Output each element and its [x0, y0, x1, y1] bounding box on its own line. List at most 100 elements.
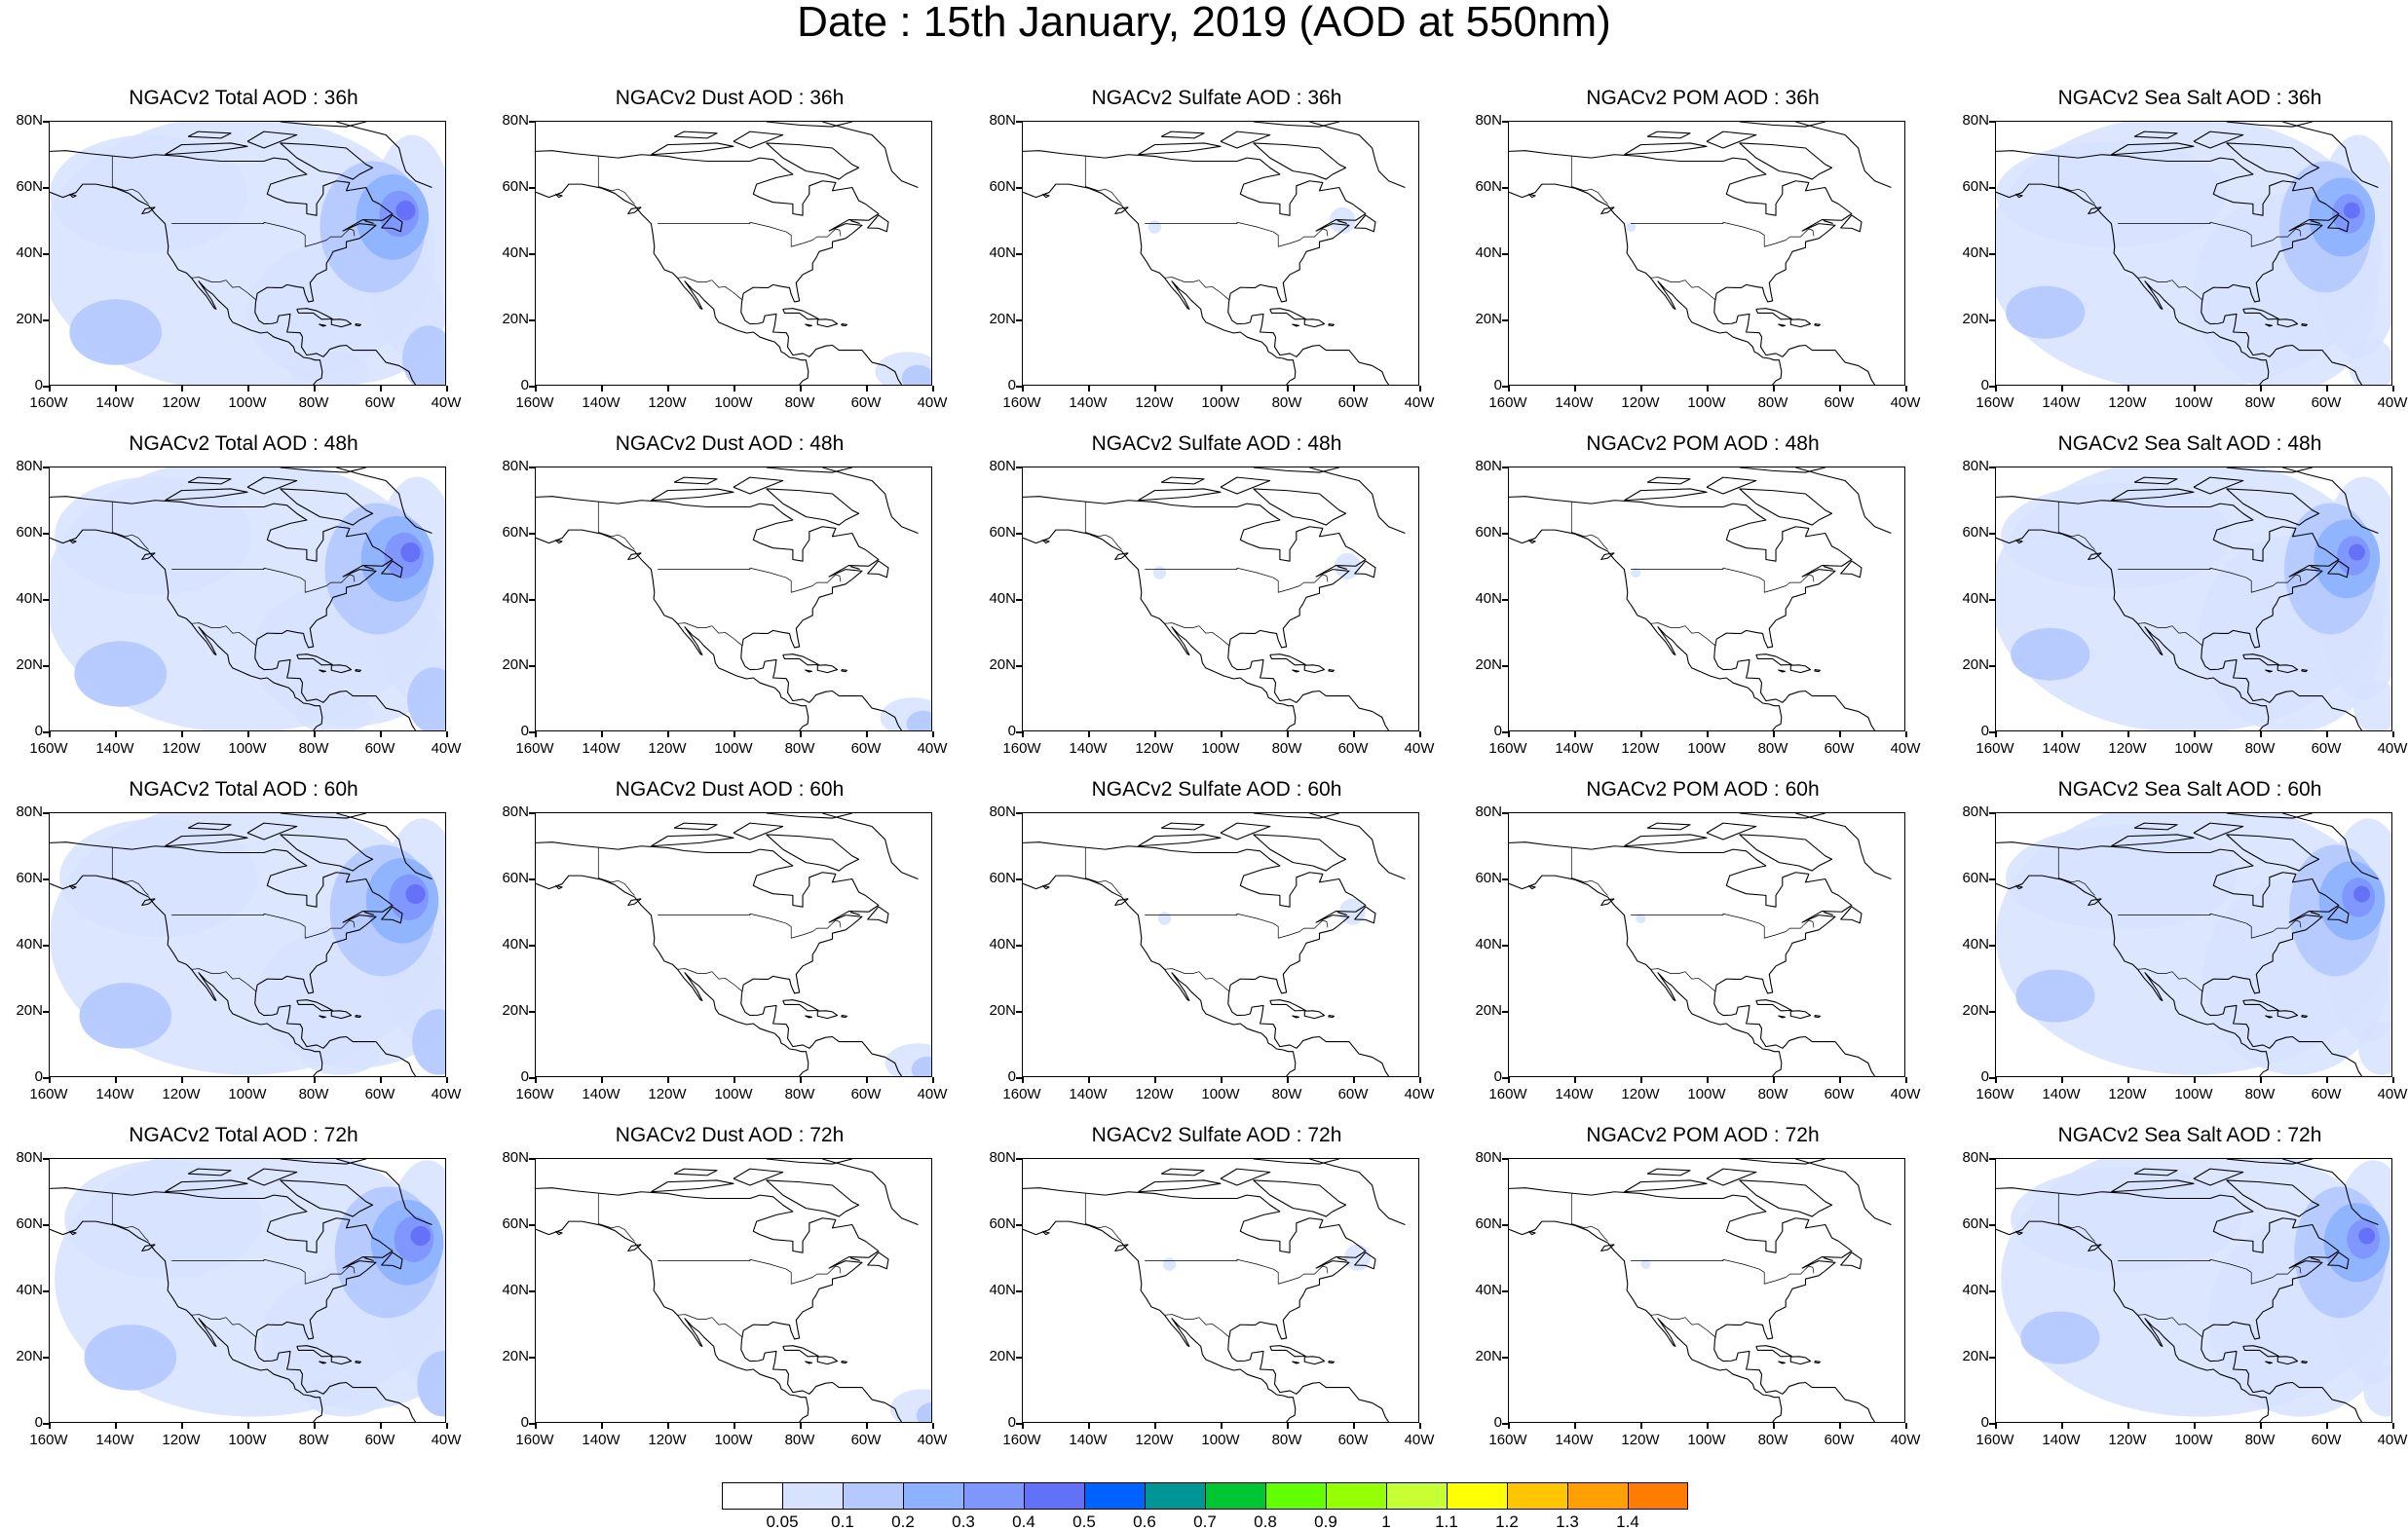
colorbar-label: 0.7: [1193, 1512, 1217, 1531]
lon-tick-mark: [1508, 1077, 1510, 1083]
coastline: [766, 1179, 860, 1217]
map-panel-pom-72h: NGACv2 POM AOD : 72h 80N 60N 40N 20N 0 160W 140…: [1459, 1121, 1946, 1466]
coastline: [2014, 884, 2023, 890]
lon-tick-label: 120W: [1621, 740, 1660, 757]
lon-tick-label: 100W: [1201, 394, 1240, 411]
coastline: [1114, 1244, 1129, 1252]
lon-tick-mark: [1154, 1077, 1156, 1083]
lat-tick-mark: [1502, 386, 1508, 388]
coastline: [841, 1361, 847, 1364]
lat-tick-label: 20N: [16, 656, 43, 673]
coastline: [782, 999, 819, 1012]
lon-tick-mark: [1773, 731, 1775, 737]
lat-tick-label: 40N: [16, 936, 43, 952]
map-plot-area: [49, 121, 446, 386]
coastline: [2088, 206, 2102, 215]
country-border: [1145, 913, 1329, 939]
coastline: [319, 669, 327, 673]
coastline: [2265, 1015, 2274, 1019]
lon-tick-label: 60W: [1337, 1432, 1369, 1448]
lat-tick-label: 80N: [1475, 1149, 1502, 1166]
lon-tick-mark: [1905, 1423, 1907, 1429]
coastline: [1269, 653, 1306, 666]
lon-tick-label: 60W: [1337, 740, 1369, 757]
lat-tick-mark: [529, 533, 535, 535]
lon-tick-mark: [1022, 386, 1024, 392]
lat-tick-label: 20N: [1962, 311, 1989, 327]
coastline: [2276, 1356, 2299, 1365]
lon-tick-mark: [1154, 386, 1156, 392]
aod-field-patch: [1152, 566, 1167, 579]
coastline: [651, 834, 734, 847]
colorbar-swatch: [963, 1482, 1024, 1510]
coastline: [381, 560, 403, 579]
coastline: [1023, 529, 1297, 730]
lat-tick-label: 60N: [502, 524, 529, 541]
lon-tick-mark: [1707, 1077, 1709, 1083]
map-panel-pom-60h: NGACv2 POM AOD : 60h 80N 60N 40N 20N 0 160W 140…: [1459, 775, 1946, 1120]
coastline: [355, 669, 361, 673]
lon-tick-mark: [314, 731, 316, 737]
coastline: [766, 834, 860, 872]
lat-tick-label: 60N: [989, 178, 1016, 195]
lon-tick-label: 80W: [784, 1086, 815, 1102]
lon-tick-label: 140W: [1555, 1432, 1594, 1448]
coastline: [536, 875, 809, 1076]
aod-field-patch: [2011, 1167, 2242, 1273]
lon-tick-label: 80W: [784, 740, 815, 757]
coastline: [1600, 1244, 1615, 1252]
lat-tick-mark: [1016, 599, 1022, 601]
lon-tick-mark: [535, 386, 537, 392]
lon-tick-label: 160W: [515, 1432, 554, 1448]
country-border: [2137, 968, 2202, 991]
colorbar-swatch: [1326, 1482, 1386, 1510]
lat-tick-mark: [1016, 253, 1022, 255]
lat-tick-mark: [1016, 467, 1022, 468]
lon-tick-mark: [535, 1423, 537, 1429]
lon-tick-mark: [1154, 1423, 1156, 1429]
lon-tick-label: 140W: [95, 740, 134, 757]
coastline: [1739, 142, 1833, 180]
lon-tick-label: 140W: [2042, 1432, 2081, 1448]
aod-field-patch: [1636, 913, 1646, 924]
lon-tick-label: 160W: [515, 394, 554, 411]
lon-tick-label: 40W: [2377, 1432, 2408, 1448]
lat-tick-label: 60N: [16, 178, 43, 195]
lon-tick-label: 80W: [298, 740, 329, 757]
lon-tick-mark: [2260, 1077, 2262, 1083]
map-canvas: [1023, 467, 1406, 730]
lat-tick-label: 20N: [1962, 1002, 1989, 1019]
lat-tick-label: 0: [520, 377, 529, 393]
lon-tick-label: 120W: [162, 740, 201, 757]
lon-tick-label: 160W: [1002, 740, 1041, 757]
lat-tick-mark: [1989, 467, 1995, 468]
coastline: [2282, 1159, 2379, 1226]
lat-tick-label: 20N: [502, 1348, 529, 1364]
coastline: [733, 131, 784, 149]
coastline: [841, 1015, 847, 1019]
coastline: [50, 875, 323, 1076]
lon-tick-label: 120W: [2108, 1086, 2147, 1102]
lon-tick-label: 60W: [364, 1086, 395, 1102]
lat-tick-label: 60N: [1962, 870, 1989, 886]
coastline: [1336, 912, 1347, 915]
aod-field-patch: [300, 1035, 380, 1075]
coastline: [2327, 906, 2350, 924]
coastline: [296, 653, 333, 666]
coastline: [68, 884, 77, 890]
country-border: [2118, 567, 2302, 593]
coastline: [782, 653, 819, 666]
colorbar-swatch: [1628, 1482, 1688, 1510]
coastline: [2301, 1361, 2308, 1364]
country-border: [1084, 1193, 1122, 1242]
country-border: [2137, 622, 2202, 646]
coastline: [1253, 142, 1347, 180]
coastline: [2193, 131, 2244, 149]
panel-title: NGACv2 Sea Salt AOD : 72h: [2057, 1124, 2322, 1146]
lat-tick-mark: [1016, 812, 1022, 814]
lat-tick-mark: [529, 731, 535, 733]
lat-tick-mark: [1502, 1158, 1508, 1160]
lon-tick-label: 100W: [1201, 740, 1240, 757]
coastline: [363, 566, 374, 570]
lon-tick-mark: [181, 1423, 183, 1429]
